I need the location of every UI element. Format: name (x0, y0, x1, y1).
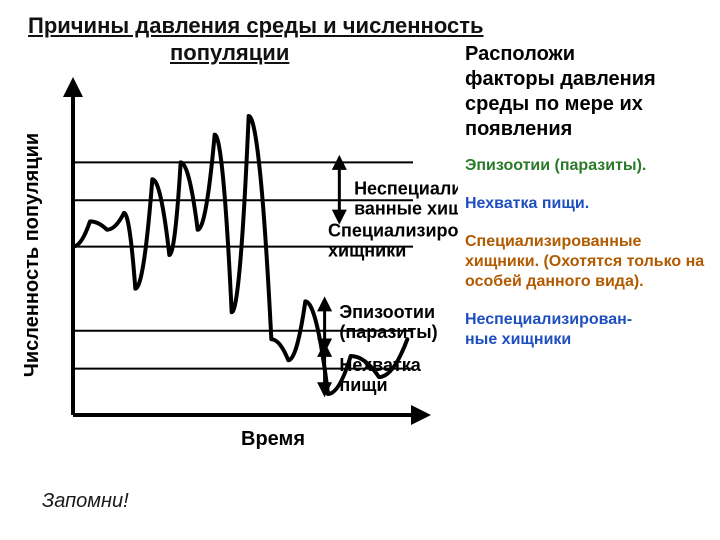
rc-head-l4: появления (465, 118, 572, 140)
factor-item-3: Неспециализирован- ные хищники (465, 310, 710, 350)
rc-head-l3: среды по мере их (465, 93, 643, 115)
chart-svg: Нехваткапищи Эпизоотии(паразиты) Специализ… (18, 75, 458, 480)
page-title-line1: Причины давления среды и численность (28, 12, 484, 40)
svg-text:Нехваткапищи: Нехваткапищи (339, 355, 421, 395)
rc-head-l1: Расположи (465, 43, 575, 65)
right-column: Расположи факторы давления среды по мере… (465, 42, 710, 368)
svg-text:Численность популяции: Численность популяции (21, 133, 43, 377)
svg-text:Неспециализиро-ванные хищники: Неспециализиро-ванные хищники (354, 178, 458, 218)
remember-note: Запомни! (42, 490, 129, 513)
svg-text:Время: Время (241, 428, 305, 450)
population-chart: Нехваткапищи Эпизоотии(паразиты) Специализ… (18, 75, 458, 480)
rc-head-l2: факторы давления (465, 68, 656, 90)
svg-text:Эпизоотии(паразиты): Эпизоотии(паразиты) (339, 302, 437, 342)
svg-text:Специализированныехищники: Специализированныехищники (328, 220, 458, 260)
factor-item-2: Специализированные хищники. (Охотятся то… (465, 232, 710, 292)
factor-item-1: Нехватка пищи. (465, 194, 710, 214)
right-heading: Расположи факторы давления среды по мере… (465, 42, 710, 142)
page-title-line2: популяции (170, 40, 289, 66)
factor-item-0: Эпизоотии (паразиты). (465, 156, 710, 176)
